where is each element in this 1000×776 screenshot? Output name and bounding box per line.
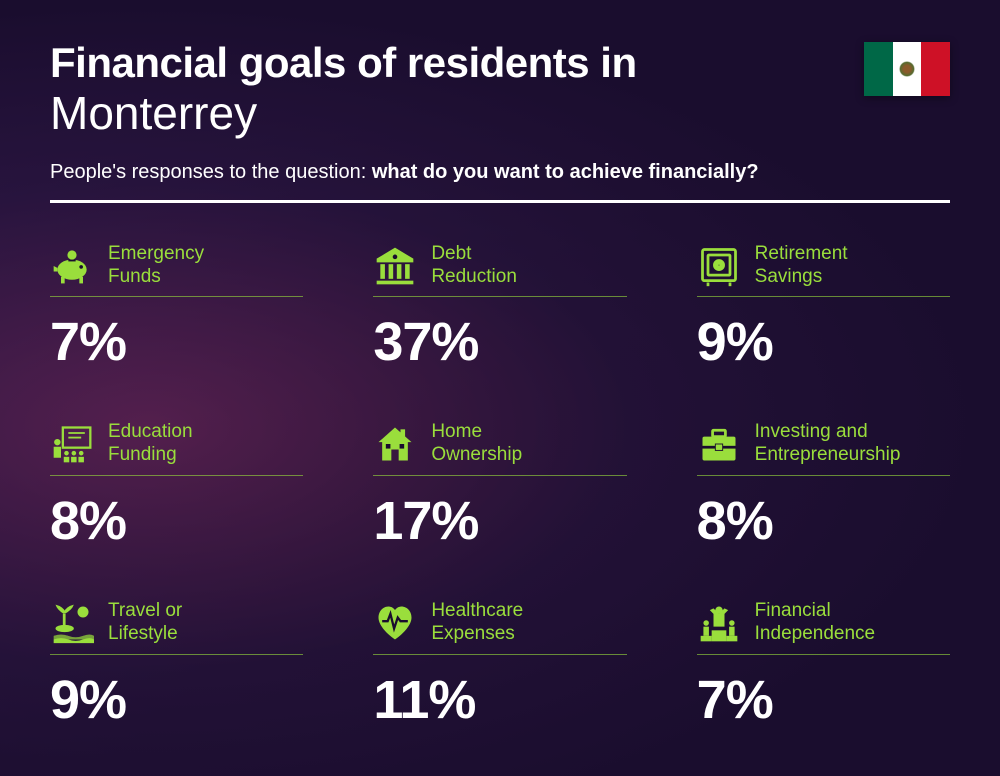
stat-value: 8% [50,490,303,552]
header: Financial goals of residents in Monterre… [50,40,950,203]
flag-stripe-white [893,42,922,96]
briefcase-icon [697,422,741,466]
travel-icon [50,601,94,645]
stat-retirement-savings: Retirement Savings 9% [697,243,950,374]
stat-head: Travel or Lifestyle [50,600,303,655]
stat-head: Retirement Savings [697,243,950,298]
mexico-flag-icon [864,42,950,96]
stat-label: Retirement Savings [755,243,848,289]
stat-value: 7% [50,311,303,373]
stat-investing: Investing and Entrepreneurship 8% [697,421,950,552]
stat-label: Investing and Entrepreneurship [755,421,901,467]
stat-head: Healthcare Expenses [373,600,626,655]
subtitle-question: what do you want to achieve financially? [372,161,759,183]
flag-stripe-red [921,42,950,96]
safe-icon [697,244,741,288]
flag-stripe-green [864,42,893,96]
subtitle-prefix: People's responses to the question: [50,161,372,183]
healthcare-icon [373,601,417,645]
stat-label: Emergency Funds [108,243,204,289]
title-line-1: Financial goals of residents in [50,40,950,86]
stat-label: Education Funding [108,421,193,467]
stat-value: 7% [697,669,950,731]
stat-head: Financial Independence [697,600,950,655]
stats-grid: Emergency Funds 7% Debt Reduction 37% Re… [50,243,950,731]
stat-label: Travel or Lifestyle [108,600,182,646]
independence-icon [697,601,741,645]
stat-travel: Travel or Lifestyle 9% [50,600,303,731]
header-divider [50,200,950,203]
stat-value: 9% [50,669,303,731]
stat-value: 17% [373,490,626,552]
stat-head: Debt Reduction [373,243,626,298]
piggy-bank-icon [50,244,94,288]
stat-head: Emergency Funds [50,243,303,298]
stat-head: Home Ownership [373,421,626,476]
stat-independence: Financial Independence 7% [697,600,950,731]
stat-head: Education Funding [50,421,303,476]
education-icon [50,422,94,466]
title-line-2: Monterrey [50,88,950,139]
stat-value: 9% [697,311,950,373]
stat-head: Investing and Entrepreneurship [697,421,950,476]
stat-value: 37% [373,311,626,373]
stat-label: Debt Reduction [431,243,517,289]
stat-label: Financial Independence [755,600,875,646]
stat-healthcare: Healthcare Expenses 11% [373,600,626,731]
stat-value: 11% [373,669,626,731]
flag-emblem-icon [899,61,915,77]
stat-debt-reduction: Debt Reduction 37% [373,243,626,374]
stat-emergency-funds: Emergency Funds 7% [50,243,303,374]
stat-education-funding: Education Funding 8% [50,421,303,552]
subtitle: People's responses to the question: what… [50,161,950,184]
house-icon [373,422,417,466]
stat-home-ownership: Home Ownership 17% [373,421,626,552]
stat-label: Home Ownership [431,421,522,467]
stat-label: Healthcare Expenses [431,600,523,646]
stat-value: 8% [697,490,950,552]
bank-icon [373,244,417,288]
